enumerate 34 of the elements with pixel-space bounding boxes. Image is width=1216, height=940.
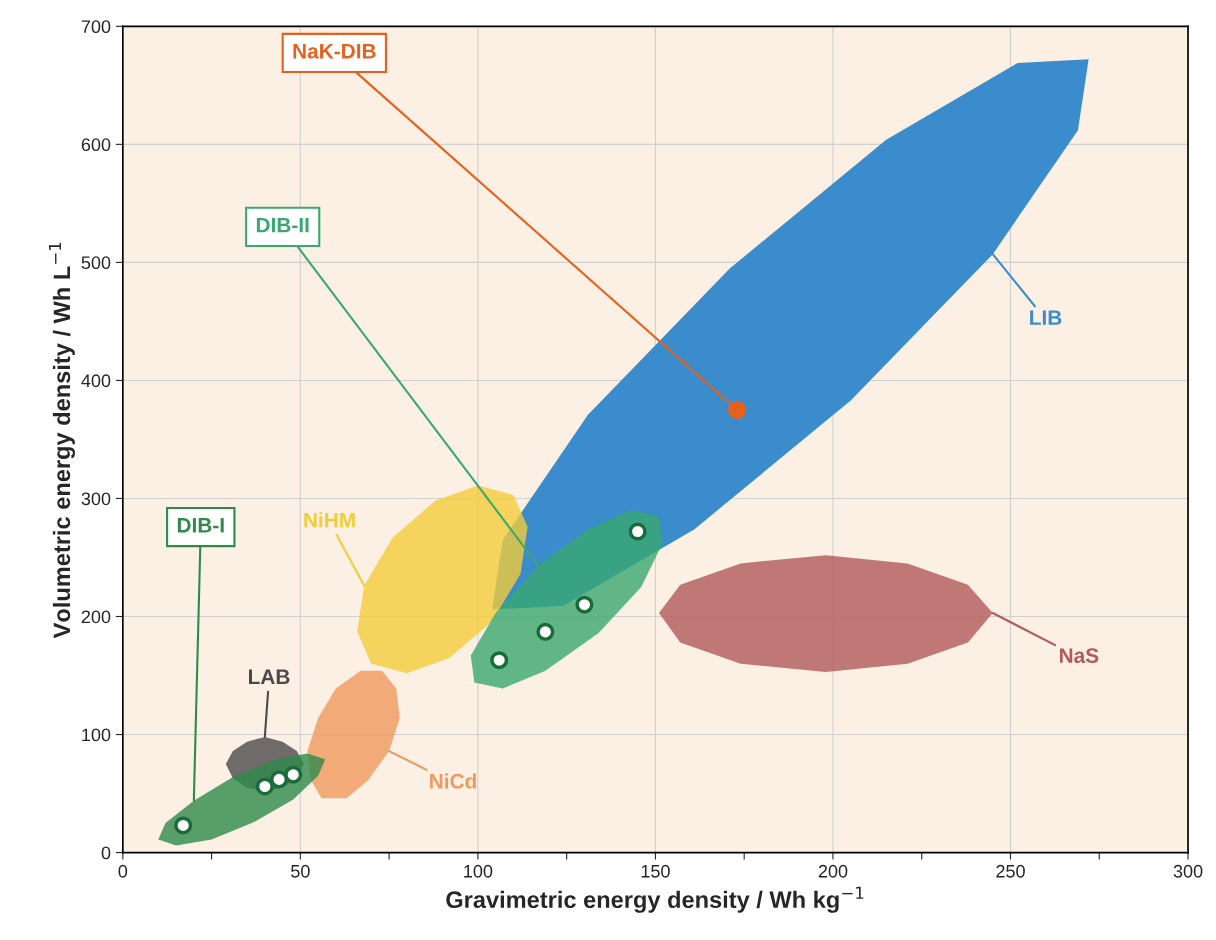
- text: DIB-II: [256, 217, 309, 233]
- point: [728, 400, 747, 419]
- point: [490, 651, 509, 670]
- point: [628, 522, 647, 541]
- point: [174, 816, 193, 835]
- point: [536, 622, 555, 641]
- y-tick-label: 100: [82, 728, 111, 742]
- point: [270, 770, 289, 789]
- x-tick-label: 0: [118, 864, 128, 878]
- x-tick-label: 200: [818, 864, 848, 878]
- point: [575, 595, 594, 614]
- text: NaK-DIB: [293, 44, 376, 59]
- x-tick-label: 300: [1173, 864, 1203, 878]
- y-tick-label: 600: [81, 138, 111, 152]
- point: [284, 765, 303, 784]
- y-tick-label: 0: [101, 846, 111, 860]
- x-tick-label: 250: [996, 864, 1025, 878]
- text: DIB-I: [177, 518, 224, 533]
- y-tick-label: 400: [81, 374, 111, 388]
- x-tick-label: 100: [464, 864, 493, 878]
- text: LAB: [249, 669, 290, 684]
- text: NiCd: [430, 773, 476, 789]
- point: [255, 777, 274, 796]
- y-tick-label: 200: [81, 610, 111, 624]
- series-label: NiHM: [304, 512, 355, 528]
- y-tick-label: 500: [81, 256, 111, 270]
- text: NaS: [1059, 648, 1099, 663]
- x-axis-title: Gravimetric energy density / Wh kg$^{−1}$: [446, 886, 864, 913]
- text: LIB: [1030, 310, 1062, 325]
- y-axis-title: Volumetric energy density / Wh L$^{−1}$: [48, 242, 75, 639]
- x-tick-label: 150: [641, 864, 670, 878]
- y-tick-label: 300: [81, 492, 111, 506]
- x-tick-label: 50: [291, 864, 310, 878]
- y-tick-label: 700: [81, 20, 111, 34]
